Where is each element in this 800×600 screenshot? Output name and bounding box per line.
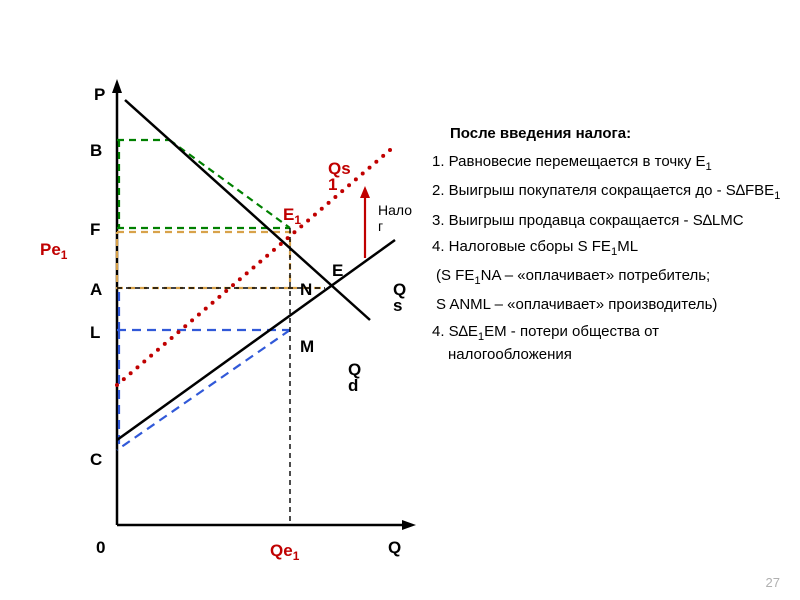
svg-text:A: A	[90, 280, 102, 299]
svg-text:E1: E1	[283, 205, 301, 227]
svg-text:0: 0	[96, 538, 105, 557]
page-number: 27	[766, 575, 780, 590]
svg-text:B: B	[90, 141, 102, 160]
svg-text:C: C	[90, 450, 102, 469]
text-line: 3. Выигрыш продавца сокращается - S∆LMC	[448, 211, 782, 231]
text-line: 2. Выигрыш покупателя сокращается до - S…	[448, 181, 782, 204]
svg-text:Qe1: Qe1	[270, 541, 300, 563]
text-line: 4. S∆E1EM - потери общества от налогообл…	[448, 322, 782, 365]
svg-text:F: F	[90, 220, 100, 239]
svg-text:Нало: Нало	[378, 202, 412, 218]
text-line: 4. Налоговые сборы S FE1ML	[448, 237, 782, 260]
svg-text:N: N	[300, 280, 312, 299]
svg-text:г: г	[378, 218, 383, 234]
svg-text:P: P	[94, 85, 105, 104]
tax-diagram: 0PBFPe1ALCQe1QE1ENMQs1QsQdНалог	[0, 0, 440, 600]
explanation-text: После введения налога: 1. Равновесие пер…	[432, 124, 782, 371]
svg-text:d: d	[348, 376, 358, 395]
svg-text:E: E	[332, 261, 343, 280]
text-line: S ANML – «оплачивает» производитель)	[436, 295, 782, 315]
svg-text:L: L	[90, 323, 100, 342]
svg-text:Pe1: Pe1	[40, 240, 68, 262]
svg-text:M: M	[300, 337, 314, 356]
svg-text:s: s	[393, 296, 402, 315]
svg-text:1: 1	[328, 175, 337, 194]
svg-text:Q: Q	[388, 538, 401, 557]
text-title: После введения налога:	[432, 124, 782, 144]
text-line: 1. Равновесие перемещается в точку Е1	[448, 152, 782, 175]
text-line: (S FE1NA – «оплачивает» потребитель;	[436, 266, 782, 289]
